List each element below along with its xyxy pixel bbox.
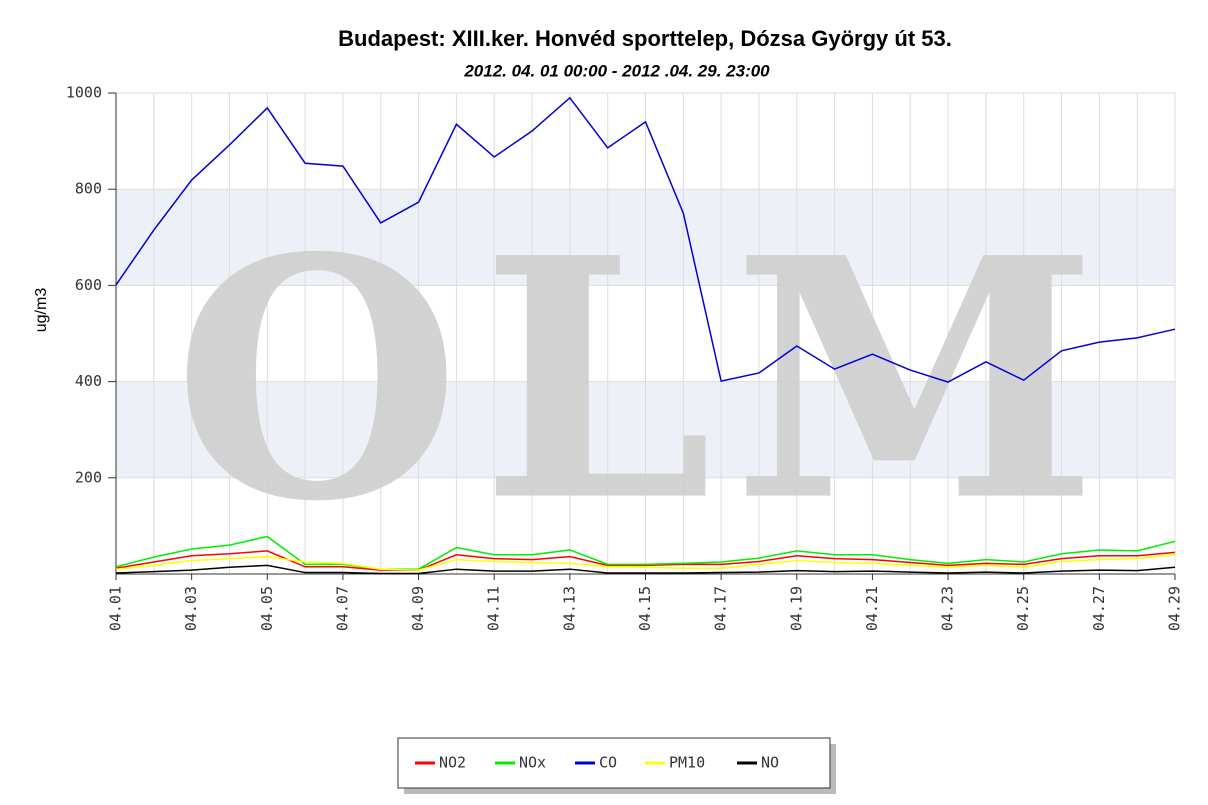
legend-box (397, 737, 831, 789)
series-line (115, 554, 1176, 571)
series-line (115, 535, 1176, 570)
series-line (115, 96, 1176, 383)
x-tick-label: 04.23 (939, 586, 957, 631)
x-tick-label: 04.15 (636, 586, 654, 631)
plot-area: 200 400 600 800 1000 OLM 04.01 04.03 04.05 04.07 0… (66, 84, 1184, 632)
x-tick-label: 04.11 (485, 586, 503, 631)
y-tick-label: 600 (75, 276, 102, 294)
legend-label: NO2 (439, 754, 466, 772)
x-tick-label: 04.09 (409, 586, 427, 631)
y-tick-label: 200 (75, 468, 102, 486)
legend-label: NOx (519, 754, 546, 772)
y-tick-label: 400 (75, 372, 102, 390)
y-axis-label: ug/m3 (33, 288, 50, 333)
x-tick-label: 04.25 (1014, 586, 1032, 631)
x-tick-label: 04.07 (333, 586, 351, 631)
chart-subtitle: 2012. 04. 01 00:00 - 2012 .04. 29. 23:00 (463, 61, 770, 80)
x-tick-label: 04.03 (182, 586, 200, 631)
legend-label: PM10 (669, 754, 705, 772)
x-tick-label: 04.05 (258, 586, 276, 631)
watermark: OLM (173, 186, 1118, 574)
legend-label: CO (599, 754, 617, 772)
x-tick-label: 04.17 (712, 586, 730, 631)
x-tick-label: 04.21 (863, 586, 881, 631)
series-line (115, 550, 1176, 571)
y-tick-label: 800 (75, 180, 102, 198)
x-tick-label: 04.01 (107, 586, 125, 631)
legend-label: NO (761, 754, 779, 772)
x-tick-label: 04.13 (560, 586, 578, 631)
series-line (115, 564, 1176, 575)
chart-title: Budapest: XIII.ker. Honvéd sporttelep, D… (338, 26, 952, 51)
y-tick-label: 1000 (66, 84, 102, 102)
x-tick-label: 04.29 (1166, 586, 1184, 631)
x-tick-label: 04.19 (787, 586, 805, 631)
x-tick-label: 04.27 (1090, 586, 1108, 631)
